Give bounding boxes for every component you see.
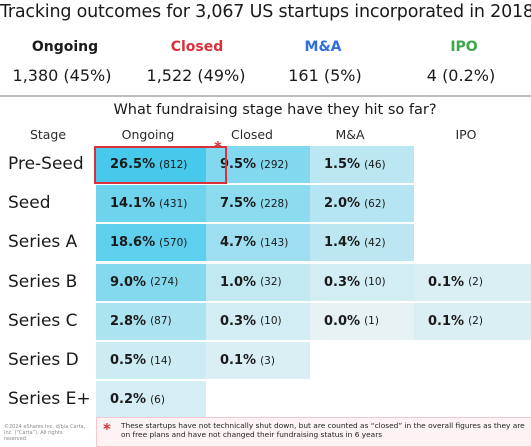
chart-subtitle: What fundraising stage have they hit so … bbox=[113, 102, 437, 118]
cell-percent: 0.1% bbox=[428, 274, 465, 290]
cell-count: (10) bbox=[364, 276, 386, 289]
column-header-closed: Closed bbox=[231, 127, 273, 142]
highlight-box bbox=[94, 146, 227, 184]
heatmap-cell-pre-seed-m-a: 1.5% (46) bbox=[310, 146, 414, 183]
summary-label-ma: M&A bbox=[304, 39, 342, 55]
cell-count: (274) bbox=[150, 276, 179, 289]
heatmap-cell-series-a-ongoing: 18.6% (570) bbox=[96, 224, 206, 262]
cell-percent: 1.0% bbox=[220, 274, 257, 290]
heatmap-cell-series-b-ongoing: 9.0% (274) bbox=[96, 263, 206, 301]
cell-count: (143) bbox=[260, 236, 289, 249]
summary-value-ma: 161 (5%) bbox=[288, 66, 362, 85]
cell-percent: 0.1% bbox=[220, 353, 257, 368]
summary-value-ipo: 4 (0.2%) bbox=[426, 66, 496, 85]
summary-value-closed: 1,522 (49%) bbox=[146, 66, 246, 85]
cell-count: (1) bbox=[364, 315, 379, 328]
cell-percent: 26.5% bbox=[110, 157, 156, 172]
footnote-text: These startups have not technically shut… bbox=[121, 421, 525, 439]
heatmap-cell-pre-seed-closed: 9.5% (292) bbox=[206, 146, 310, 183]
cell-count: (62) bbox=[364, 197, 386, 210]
cell-percent: 9.0% bbox=[110, 274, 147, 290]
summary-label-ipo: IPO bbox=[450, 39, 478, 55]
cell-count: (431) bbox=[159, 197, 188, 210]
heatmap-cell-series-b-closed: 1.0% (32) bbox=[206, 263, 310, 301]
row-label-series-c: Series C bbox=[8, 310, 78, 331]
summary-label-closed: Closed bbox=[170, 39, 224, 55]
row-label-pre-seed: Pre-Seed bbox=[8, 154, 84, 174]
cell-count: (2) bbox=[468, 315, 483, 328]
cell-percent: 0.0% bbox=[324, 313, 361, 329]
cell-percent: 7.5% bbox=[220, 196, 257, 212]
copyright-text: ©2024 eShares Inc. d/b/a Carta, Inc. (“C… bbox=[4, 424, 86, 442]
cell-percent: 0.5% bbox=[110, 353, 147, 368]
row-label-series-a: Series A bbox=[8, 232, 78, 253]
cell-count: (42) bbox=[364, 236, 386, 249]
cell-percent: 0.3% bbox=[220, 313, 257, 329]
footnote-star-marker: * bbox=[103, 420, 111, 438]
cell-count: (228) bbox=[260, 197, 289, 210]
cell-percent: 1.5% bbox=[324, 157, 361, 172]
heatmap-cell-pre-seed-ongoing: 26.5% (812) bbox=[96, 146, 206, 183]
heatmap-cell-series-b-m-a: 0.3% (10) bbox=[310, 263, 414, 301]
heatmap-cell-series-b-ipo: 0.1% (2) bbox=[414, 263, 531, 301]
column-header-ipo: IPO bbox=[455, 127, 477, 142]
cell-percent: 14.1% bbox=[110, 196, 156, 212]
row-label-series-b: Series B bbox=[8, 271, 78, 292]
cell-count: (14) bbox=[150, 354, 172, 367]
chart-title: Tracking outcomes for 3,067 US startups … bbox=[0, 2, 531, 22]
row-label-series-e: Series E+ bbox=[8, 389, 91, 410]
footnote-box: * These startups have not technically sh… bbox=[96, 417, 531, 447]
summary-label-ongoing: Ongoing bbox=[31, 39, 99, 55]
cell-count: (2) bbox=[468, 276, 483, 289]
cell-count: (32) bbox=[260, 276, 282, 289]
heatmap-cell-series-a-closed: 4.7% (143) bbox=[206, 224, 310, 262]
cell-count: (812) bbox=[159, 158, 188, 171]
cell-count: (570) bbox=[159, 236, 188, 249]
heatmap-cell-seed-closed: 7.5% (228) bbox=[206, 185, 310, 223]
heatmap-cell-series-d-closed: 0.1% (3) bbox=[206, 342, 310, 379]
heatmap-cell-series-a-m-a: 1.4% (42) bbox=[310, 224, 414, 262]
cell-percent: 0.2% bbox=[110, 392, 147, 408]
heatmap-cell-seed-ongoing: 14.1% (431) bbox=[96, 185, 206, 223]
column-header-ma: M&A bbox=[335, 127, 365, 142]
column-header-stage: Stage bbox=[29, 127, 67, 142]
cell-count: (6) bbox=[150, 393, 165, 406]
heatmap-cell-seed-m-a: 2.0% (62) bbox=[310, 185, 414, 223]
divider bbox=[0, 95, 531, 97]
cell-percent: 2.8% bbox=[110, 313, 147, 329]
cell-count: (10) bbox=[260, 315, 282, 328]
cell-percent: 2.0% bbox=[324, 196, 361, 212]
cell-percent: 18.6% bbox=[110, 235, 156, 251]
cell-percent: 4.7% bbox=[220, 235, 257, 251]
cell-percent: 0.1% bbox=[428, 313, 465, 329]
cell-percent: 1.4% bbox=[324, 235, 361, 251]
heatmap-cell-series-e-ongoing: 0.2% (6) bbox=[96, 381, 206, 419]
cell-count: (3) bbox=[260, 354, 275, 367]
cell-count: (46) bbox=[364, 158, 386, 171]
cell-count: (292) bbox=[260, 158, 289, 171]
row-label-series-d: Series D bbox=[8, 350, 79, 370]
heatmap-cell-series-c-ipo: 0.1% (2) bbox=[414, 302, 531, 340]
cell-percent: 0.3% bbox=[324, 274, 361, 290]
highlight-star-marker: * bbox=[214, 138, 222, 156]
heatmap-cell-series-c-ongoing: 2.8% (87) bbox=[96, 302, 206, 340]
column-header-ongoing: Ongoing bbox=[121, 127, 175, 142]
summary-value-ongoing: 1,380 (45%) bbox=[12, 66, 112, 85]
heatmap-cell-series-d-ongoing: 0.5% (14) bbox=[96, 342, 206, 379]
row-label-seed: Seed bbox=[8, 193, 51, 214]
heatmap-cell-series-c-closed: 0.3% (10) bbox=[206, 302, 310, 340]
cell-percent: 9.5% bbox=[220, 157, 257, 172]
cell-count: (87) bbox=[150, 315, 172, 328]
heatmap-cell-series-c-m-a: 0.0% (1) bbox=[310, 302, 414, 340]
